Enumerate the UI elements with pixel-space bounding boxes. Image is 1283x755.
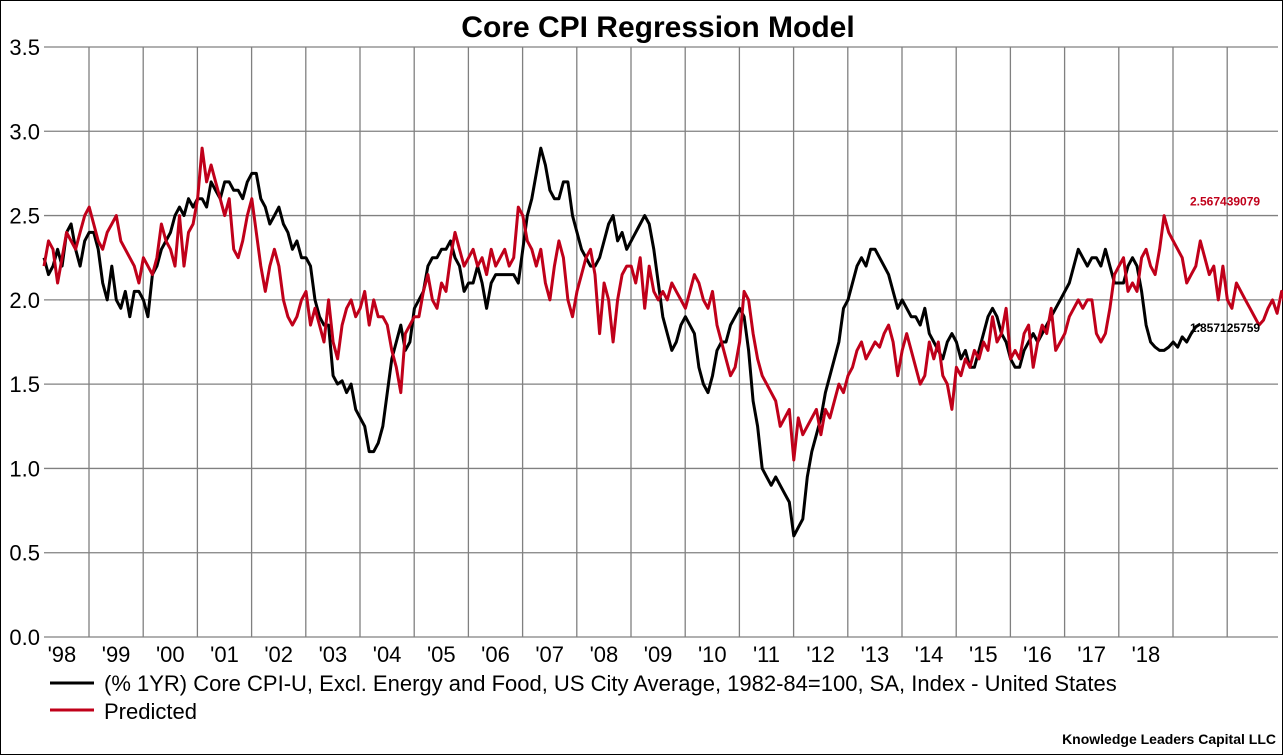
x-tick-label: '98 (48, 642, 77, 667)
x-tick-label: '03 (319, 642, 348, 667)
source-credit: Knowledge Leaders Capital LLC (1062, 731, 1276, 747)
y-tick-label: 3.0 (9, 119, 40, 144)
gridlines (44, 46, 1278, 638)
y-tick-label: 3.5 (9, 35, 40, 60)
x-tick-label: '08 (590, 642, 619, 667)
x-tick-label: '07 (535, 642, 564, 667)
x-tick-label: '11 (753, 642, 780, 667)
legend-label-actual: (% 1YR) Core CPI-U, Excl. Energy and Foo… (104, 671, 1117, 696)
y-tick-label: 2.0 (9, 288, 40, 313)
x-tick-label: '16 (1023, 642, 1052, 667)
x-tick-label: '12 (806, 642, 835, 667)
x-tick-label: '04 (373, 642, 402, 667)
x-tick-label: '02 (264, 642, 293, 667)
x-tick-label: '18 (1132, 642, 1161, 667)
x-axis-ticks: '98 '99 '00 '01 '02 '03 '04 '05 '06 '07 '08 '09 '10 '… (48, 642, 1161, 667)
y-tick-label: 0.5 (9, 541, 40, 566)
y-axis-ticks: 0.0 0.5 1.0 1.5 2.0 2.5 3.0 3.5 (9, 35, 40, 650)
x-tick-label: '99 (102, 642, 131, 667)
x-tick-label: '13 (861, 642, 890, 667)
x-tick-label: '06 (481, 642, 510, 667)
y-tick-label: 1.5 (9, 372, 40, 397)
x-tick-label: '01 (210, 642, 239, 667)
y-tick-label: 2.5 (9, 204, 40, 229)
legend: (% 1YR) Core CPI-U, Excl. Energy and Foo… (50, 671, 1117, 724)
series-line-actual-core-cpi (42, 146, 1202, 538)
x-tick-label: '14 (915, 642, 944, 667)
end-value-labels: 1.857125759 2.567439079 (1190, 194, 1260, 335)
end-label-predicted: 2.567439079 (1190, 194, 1260, 208)
x-tick-label: '09 (644, 642, 673, 667)
series-lines (42, 146, 1283, 538)
y-tick-label: 0.0 (9, 625, 40, 650)
y-tick-label: 1.0 (9, 456, 40, 481)
chart-title: Core CPI Regression Model (461, 11, 854, 44)
legend-label-predicted: Predicted (104, 699, 197, 724)
x-tick-label: '00 (156, 642, 185, 667)
x-tick-label: '15 (969, 642, 998, 667)
x-tick-label: '10 (698, 642, 727, 667)
end-label-actual: 1.857125759 (1190, 321, 1260, 335)
series-line-predicted (42, 146, 1283, 462)
x-tick-label: '05 (427, 642, 456, 667)
x-tick-label: '17 (1077, 642, 1106, 667)
